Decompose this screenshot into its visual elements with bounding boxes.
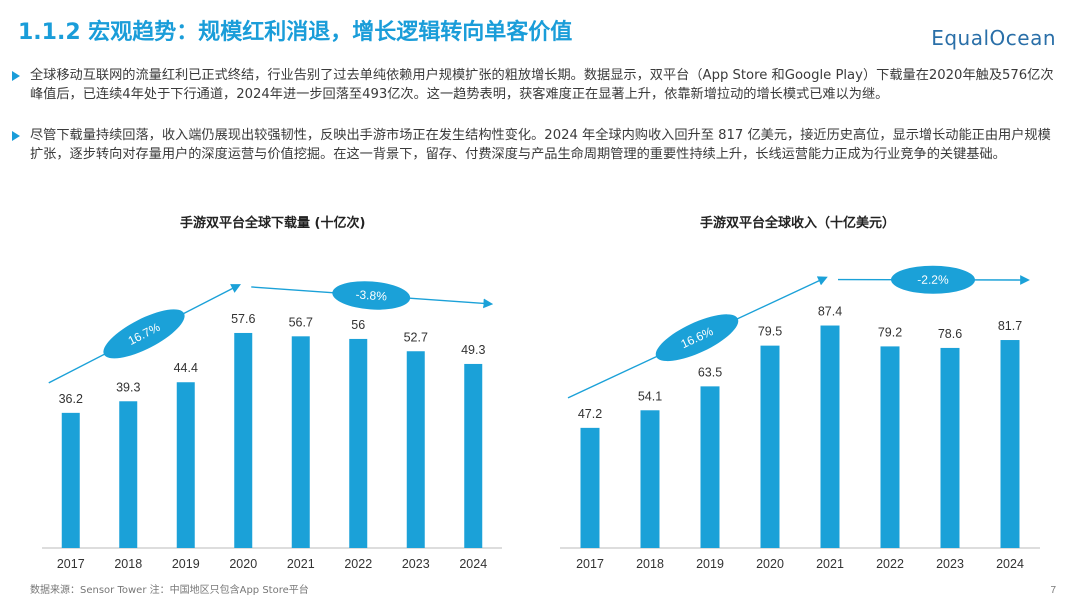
downloads-value-label-2024: 49.3 — [461, 343, 485, 357]
brand-logo: EqualOcean — [931, 26, 1056, 50]
revenue-bar-2018 — [640, 410, 660, 548]
revenue-bar-2021 — [820, 325, 840, 548]
revenue-growth-pill-1 — [655, 314, 739, 362]
downloads-value-label-2020: 57.6 — [231, 312, 255, 326]
downloads-growth-pill-1 — [103, 309, 185, 359]
downloads-bar-2021 — [291, 336, 310, 548]
revenue-tick-2020: 2020 — [756, 557, 784, 571]
downloads-tick-2023: 2023 — [402, 557, 430, 571]
revenue-value-label-2019: 63.5 — [698, 365, 722, 379]
revenue-tick-2018: 2018 — [636, 557, 664, 571]
downloads-bar-2022 — [349, 338, 368, 548]
downloads-growth-pill-2 — [332, 281, 411, 310]
page-title: 1.1.2 宏观趋势：规模红利消退，增长逻辑转向单客价值 — [18, 20, 573, 45]
downloads-value-label-2017: 36.2 — [59, 392, 83, 406]
revenue-value-label-2017: 47.2 — [578, 407, 602, 421]
bullet-marker-icon — [12, 131, 20, 141]
footer-source: 数据来源：Sensor Tower 注：中国地区只包含App Store平台 — [30, 585, 309, 596]
downloads-bar-2020 — [234, 332, 253, 548]
revenue-value-label-2023: 78.6 — [938, 327, 962, 341]
downloads-value-label-2018: 39.3 — [116, 380, 140, 394]
downloads-chart-title: 手游双平台全球下载量 (十亿次) — [180, 216, 366, 231]
downloads-value-label-2022: 56 — [351, 318, 365, 332]
bullet-text-1: 全球移动互联网的流量红利已正式终结，行业告别了过去单纯依赖用户规模扩张的粗放增长… — [30, 68, 1054, 102]
downloads-bar-2019 — [176, 382, 195, 548]
downloads-tick-2019: 2019 — [172, 557, 200, 571]
downloads-growth-label-2: -3.8% — [355, 287, 388, 303]
revenue-tick-2021: 2021 — [816, 557, 844, 571]
revenue-bar-2023 — [940, 347, 960, 548]
revenue-tick-2022: 2022 — [876, 557, 904, 571]
revenue-bar-2017 — [580, 427, 600, 548]
revenue-value-label-2022: 79.2 — [878, 325, 902, 339]
revenue-bar-2019 — [700, 386, 720, 548]
revenue-chart-title: 手游双平台全球收入（十亿美元） — [700, 216, 896, 231]
downloads-chart: 36.2 2017 39.3 2018 44.4 2019 57.6 2020 56.7 2021… — [42, 281, 502, 571]
downloads-tick-2017: 2017 — [57, 557, 85, 571]
downloads-tick-2020: 2020 — [229, 557, 257, 571]
downloads-bar-2017 — [61, 412, 80, 548]
revenue-value-label-2020: 79.5 — [758, 325, 782, 339]
revenue-growth-pill-2 — [891, 265, 975, 294]
downloads-value-label-2021: 56.7 — [289, 315, 313, 329]
revenue-value-label-2018: 54.1 — [638, 389, 662, 403]
bullet-marker-icon — [12, 71, 20, 81]
revenue-chart: 47.2 2017 54.1 2018 63.5 2019 79.5 2020 87.4 2021… — [560, 265, 1040, 571]
bullet-text-2: 尽管下载量持续回落，收入端仍展现出较强韧性，反映出手游市场正在发生结构性变化。2… — [30, 128, 1051, 162]
downloads-tick-2018: 2018 — [114, 557, 142, 571]
revenue-value-label-2024: 81.7 — [998, 319, 1022, 333]
downloads-value-label-2023: 52.7 — [404, 330, 428, 344]
downloads-value-label-2019: 44.4 — [174, 361, 198, 375]
downloads-bar-2023 — [406, 351, 425, 548]
revenue-value-label-2021: 87.4 — [818, 305, 842, 319]
downloads-bar-2018 — [119, 401, 138, 548]
downloads-tick-2021: 2021 — [287, 557, 315, 571]
downloads-tick-2024: 2024 — [459, 557, 487, 571]
revenue-tick-2024: 2024 — [996, 557, 1024, 571]
revenue-tick-2017: 2017 — [576, 557, 604, 571]
bullet-paragraph-1: 全球移动互联网的流量红利已正式终结，行业告别了过去单纯依赖用户规模扩张的粗放增长… — [12, 66, 1058, 104]
revenue-bar-2024 — [1000, 340, 1020, 548]
downloads-bar-2024 — [464, 363, 483, 548]
page-number: 7 — [1050, 585, 1056, 596]
revenue-tick-2023: 2023 — [936, 557, 964, 571]
revenue-growth-label-2: -2.2% — [917, 273, 949, 287]
revenue-bar-2020 — [760, 345, 780, 548]
revenue-bar-2022 — [880, 346, 900, 548]
bullet-paragraph-2: 尽管下载量持续回落，收入端仍展现出较强韧性，反映出手游市场正在发生结构性变化。2… — [12, 126, 1058, 164]
downloads-tick-2022: 2022 — [344, 557, 372, 571]
revenue-tick-2019: 2019 — [696, 557, 724, 571]
